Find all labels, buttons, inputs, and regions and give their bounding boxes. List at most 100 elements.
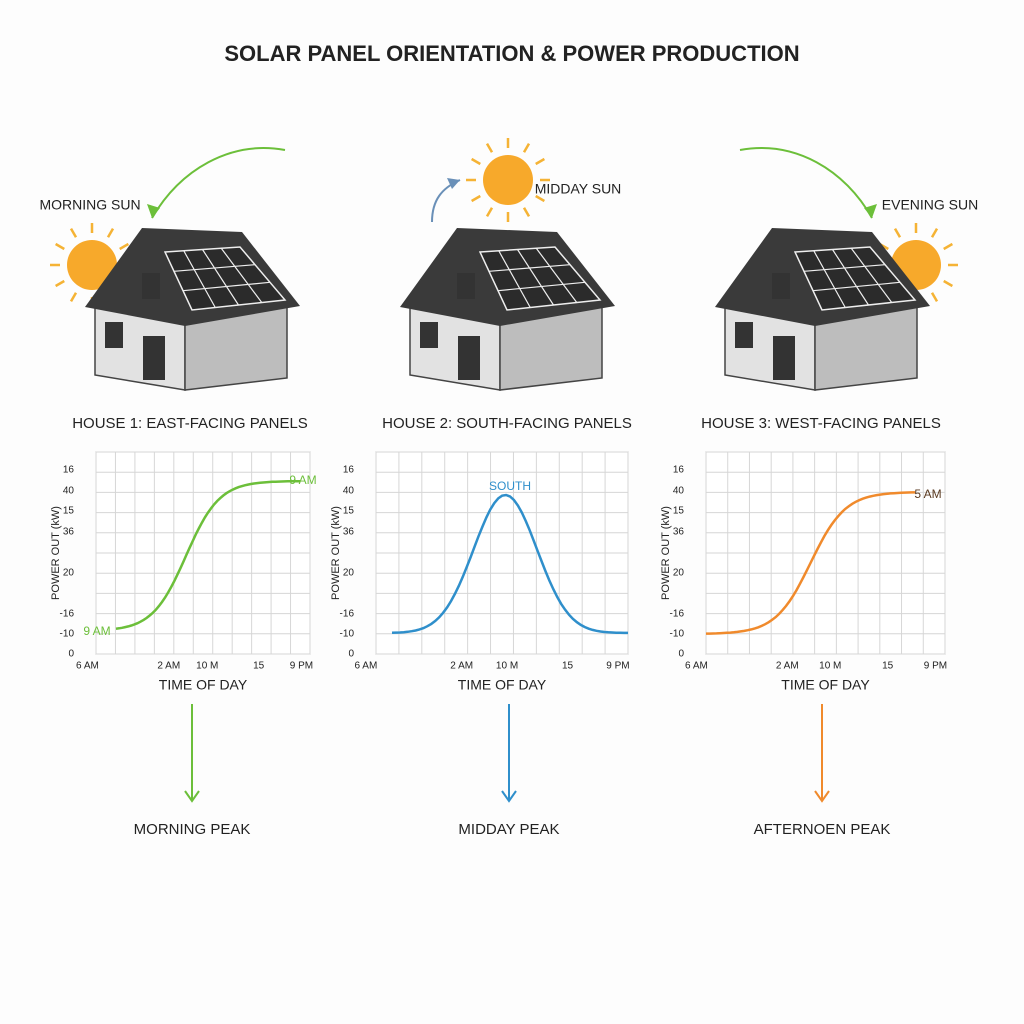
y-tick-label: 0 xyxy=(348,649,354,660)
sun-ray xyxy=(69,228,78,238)
panel-grid xyxy=(535,247,578,303)
y-tick-label: 36 xyxy=(343,527,355,538)
panel: MIDDAY SUN HOUSE 2: SOUTH-FACING PANELS 16… xyxy=(330,138,632,838)
sun-ray xyxy=(943,279,953,288)
panel-grid xyxy=(812,281,901,292)
x-tick-label: 2 AM xyxy=(776,661,799,672)
sun-ray xyxy=(893,228,902,238)
panel-grid xyxy=(803,264,886,272)
sun-ray xyxy=(535,194,545,203)
y-axis-label: POWER OUT (kW) xyxy=(660,506,672,600)
house-label: HOUSE 2: SOUTH-FACING PANELS xyxy=(382,415,632,432)
sun-ray xyxy=(55,279,65,288)
window xyxy=(457,273,475,299)
y-tick-label: 20 xyxy=(343,568,355,579)
panel-grid xyxy=(201,249,240,306)
panel-grid xyxy=(173,264,256,272)
x-axis-label: TIME OF DAY xyxy=(458,677,547,693)
y-tick-label: 40 xyxy=(63,486,75,497)
y-tick-label: 40 xyxy=(673,486,685,497)
y-tick-label: 36 xyxy=(673,527,685,538)
panel-grid xyxy=(831,249,870,306)
curve-annotation: SOUTH xyxy=(489,479,531,493)
house-label: HOUSE 1: EAST-FACING PANELS xyxy=(72,415,308,432)
arrow-head xyxy=(864,204,877,218)
x-axis-label: TIME OF DAY xyxy=(159,677,248,693)
door xyxy=(458,336,480,380)
panel-grid xyxy=(183,250,216,308)
window xyxy=(420,322,438,348)
y-tick-label: 16 xyxy=(63,465,75,476)
sun-ray xyxy=(930,292,939,302)
y-tick-label: -10 xyxy=(60,629,75,640)
x-tick-label: 6 AM xyxy=(685,661,708,672)
sun-ray xyxy=(55,242,65,251)
sun-ray xyxy=(522,207,531,217)
panel-grid xyxy=(497,281,586,292)
panel: EVENING SUN HOUSE 3: WEST-FACING PANELS 16… xyxy=(660,147,978,838)
x-tick-label: 15 xyxy=(253,661,265,672)
window xyxy=(735,322,753,348)
title: SOLAR PANEL ORIENTATION & POWER PRODUCTI… xyxy=(224,41,799,66)
x-tick-label: 2 AM xyxy=(450,661,473,672)
arrow-head xyxy=(447,178,460,189)
power-curve xyxy=(115,479,300,630)
door xyxy=(143,336,165,380)
sun-ray xyxy=(930,228,939,238)
y-tick-label: 20 xyxy=(63,568,75,579)
down-arrow-head xyxy=(501,790,517,803)
y-tick-label: -16 xyxy=(670,609,685,620)
x-axis-label: TIME OF DAY xyxy=(781,677,870,693)
sun xyxy=(483,155,533,205)
x-tick-label: 10 M xyxy=(819,661,841,672)
y-tick-label: -10 xyxy=(340,629,355,640)
sun-label: MIDDAY SUN xyxy=(535,181,622,197)
y-axis-label: POWER OUT (kW) xyxy=(50,506,62,600)
x-tick-label: 15 xyxy=(882,661,894,672)
y-tick-label: -16 xyxy=(60,609,75,620)
y-tick-label: -16 xyxy=(340,609,355,620)
power-curve xyxy=(706,491,915,635)
arrow-head xyxy=(147,204,160,218)
window xyxy=(772,273,790,299)
window xyxy=(105,322,123,348)
panel: MORNING SUN HOUSE 1: EAST-FACING PANELS 16… xyxy=(39,147,317,838)
y-axis-label: POWER OUT (kW) xyxy=(330,506,342,600)
sun-ray xyxy=(522,143,531,153)
sun-ray xyxy=(471,194,481,203)
sun-ray xyxy=(69,292,78,302)
x-tick-label: 9 PM xyxy=(606,661,629,672)
y-tick-label: 40 xyxy=(343,486,355,497)
result-label: MIDDAY PEAK xyxy=(458,821,559,838)
curve-annotation: 9 AM xyxy=(289,473,316,487)
panel-grid xyxy=(498,250,531,308)
down-arrow-head xyxy=(184,790,200,803)
y-tick-label: 0 xyxy=(678,649,684,660)
y-tick-label: 36 xyxy=(63,527,75,538)
result-label: MORNING PEAK xyxy=(134,821,251,838)
panel-grid xyxy=(488,264,571,272)
x-tick-label: 9 PM xyxy=(924,661,947,672)
panel-grid xyxy=(220,247,263,303)
sun-label: MORNING SUN xyxy=(39,197,140,213)
x-tick-label: 10 M xyxy=(496,661,518,672)
y-tick-label: -10 xyxy=(670,629,685,640)
y-tick-label: 20 xyxy=(673,568,685,579)
sun xyxy=(67,240,117,290)
sun-ray xyxy=(485,143,494,153)
x-tick-label: 10 M xyxy=(196,661,218,672)
y-tick-label: 16 xyxy=(673,465,685,476)
down-arrow-head xyxy=(814,790,830,803)
house-label: HOUSE 3: WEST-FACING PANELS xyxy=(701,415,941,432)
sun-path-arrow xyxy=(739,147,873,219)
curve-annotation: 9 AM xyxy=(83,624,110,638)
panel-grid xyxy=(850,247,893,303)
sun-ray xyxy=(119,242,129,251)
panel-grid xyxy=(182,281,271,292)
result-label: AFTERNOEN PEAK xyxy=(754,821,891,838)
sun-ray xyxy=(943,242,953,251)
sun-ray xyxy=(471,157,481,166)
panel-grid xyxy=(516,249,555,306)
curve-annotation: 5 AM xyxy=(914,487,941,501)
y-tick-label: 0 xyxy=(68,649,74,660)
